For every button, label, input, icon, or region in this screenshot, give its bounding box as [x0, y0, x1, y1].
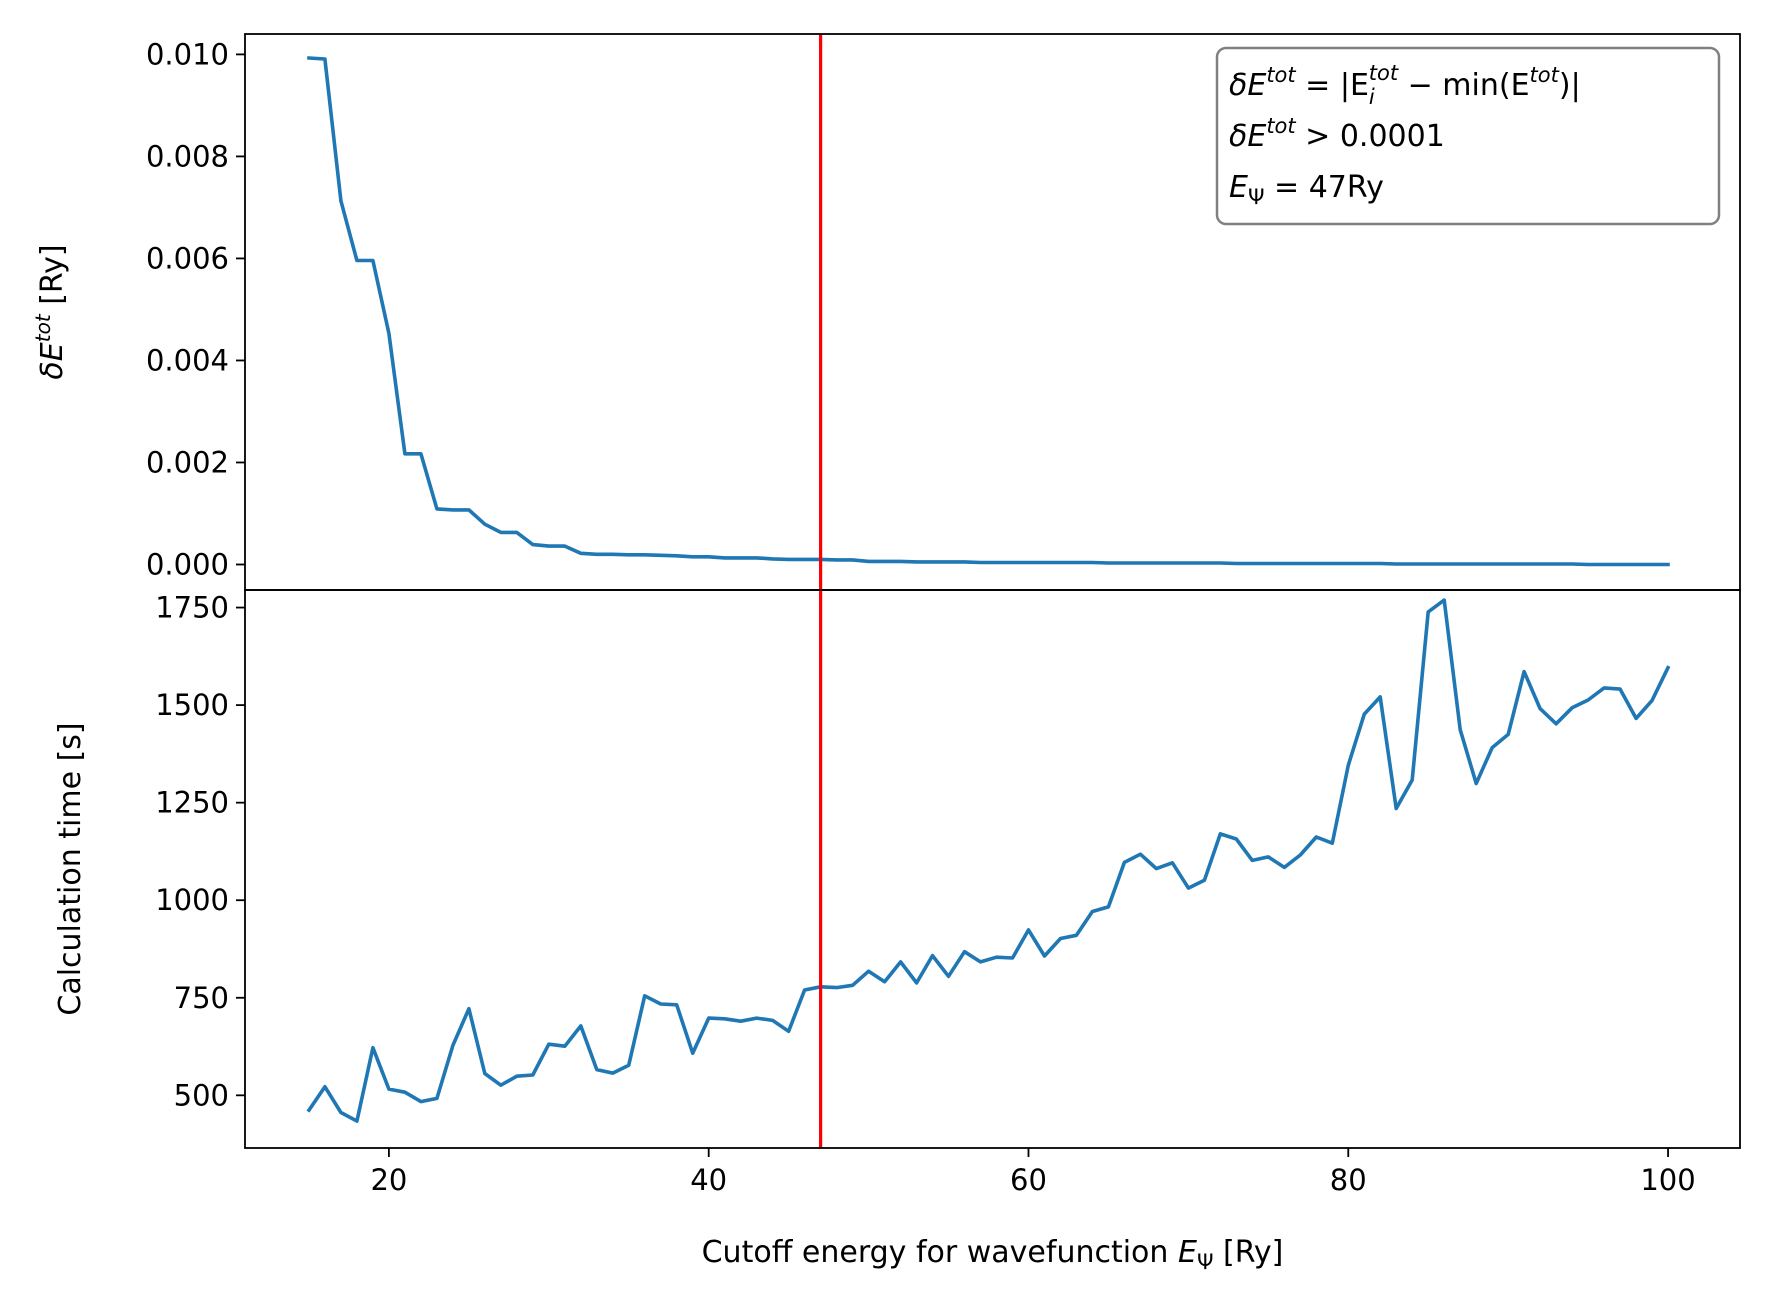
series-line: [307, 56, 1670, 567]
top-ylabel-main: δE: [35, 342, 70, 379]
legend-box: δEtot = |Eitot − min(Etot)| δEtot > 0.00…: [1215, 46, 1721, 226]
top-y-ticks: 0.000 0.002 0.004 0.006 0.008 0.010: [146, 37, 245, 581]
legend-line-1: δEtot = |Eitot − min(Etot)|: [1229, 61, 1581, 109]
legend-1-f: − min(E: [1398, 68, 1529, 103]
legend-1-g: tot: [1530, 63, 1560, 87]
legend-2-c: > 0.0001: [1296, 119, 1445, 154]
top-ytick-label: 0.004: [146, 343, 229, 377]
legend-1-h: )|: [1559, 68, 1581, 103]
legend-1-b: tot: [1266, 63, 1296, 87]
series-line: [306, 598, 1671, 1123]
legend-1-d: i: [1369, 85, 1375, 109]
top-ylabel-sup: tot: [31, 313, 55, 342]
bottom-ytick-label: 500: [174, 1078, 229, 1112]
top-series-layer: [307, 56, 1670, 567]
legend-line-2: δEtot > 0.0001: [1229, 114, 1445, 154]
top-ytick-label: 0.002: [146, 445, 229, 479]
legend-1-a: δE: [1229, 68, 1266, 103]
xlabel-e: E: [1178, 1235, 1197, 1270]
legend-3-a: E: [1229, 170, 1248, 205]
xtick-label: 60: [1010, 1163, 1047, 1197]
legend-frame: [1215, 46, 1721, 226]
xtick-label: 40: [690, 1163, 727, 1197]
legend-3-b: Ψ: [1248, 185, 1265, 209]
legend-1-e: tot: [1369, 61, 1399, 85]
top-ytick-label: 0.000: [146, 547, 229, 581]
xtick-label: 100: [1640, 1163, 1695, 1197]
xlabel-unit: [Ry]: [1213, 1235, 1283, 1270]
top-y-axis-label: δEtot [Ry]: [31, 244, 70, 379]
top-ytick-label: 0.008: [146, 139, 229, 173]
bottom-ytick-label: 1250: [155, 786, 229, 820]
bottom-ytick-label: 1750: [155, 591, 229, 625]
bottom-ytick-label: 1500: [155, 688, 229, 722]
bottom-series-layer: [306, 598, 1671, 1123]
xlabel-main: Cutoff energy for wavefunction: [702, 1235, 1178, 1270]
legend-3-c: = 47Ry: [1265, 170, 1384, 205]
bottom-panel: 500 750 1000 1250 1500 1750 20 40 60 80 100 Calcu…: [53, 589, 1741, 1274]
bottom-y-axis-label: Calculation time [s]: [53, 722, 88, 1015]
top-ylabel-unit: [Ry]: [35, 244, 70, 314]
top-ytick-label: 0.006: [146, 241, 229, 275]
bottom-x-axis-label: Cutoff energy for wavefunction EΨ [Ry]: [702, 1235, 1284, 1274]
bottom-y-ticks: 500 750 1000 1250 1500 1750: [155, 591, 245, 1112]
bottom-ytick-label: 1000: [155, 883, 229, 917]
legend-2-a: δE: [1229, 119, 1266, 154]
legend-1-c: = |E: [1296, 68, 1369, 103]
bottom-x-ticks: 20 40 60 80 100: [370, 1148, 1696, 1197]
xlabel-sub: Ψ: [1197, 1250, 1214, 1274]
bottom-ytick-label: 750: [174, 981, 229, 1015]
xtick-label: 20: [370, 1163, 407, 1197]
bottom-axes-frame: [244, 589, 1741, 1149]
top-ytick-label: 0.010: [146, 37, 229, 71]
legend-line-3: EΨ = 47Ry: [1229, 170, 1384, 209]
legend-2-b: tot: [1266, 114, 1296, 138]
xtick-label: 80: [1330, 1163, 1367, 1197]
